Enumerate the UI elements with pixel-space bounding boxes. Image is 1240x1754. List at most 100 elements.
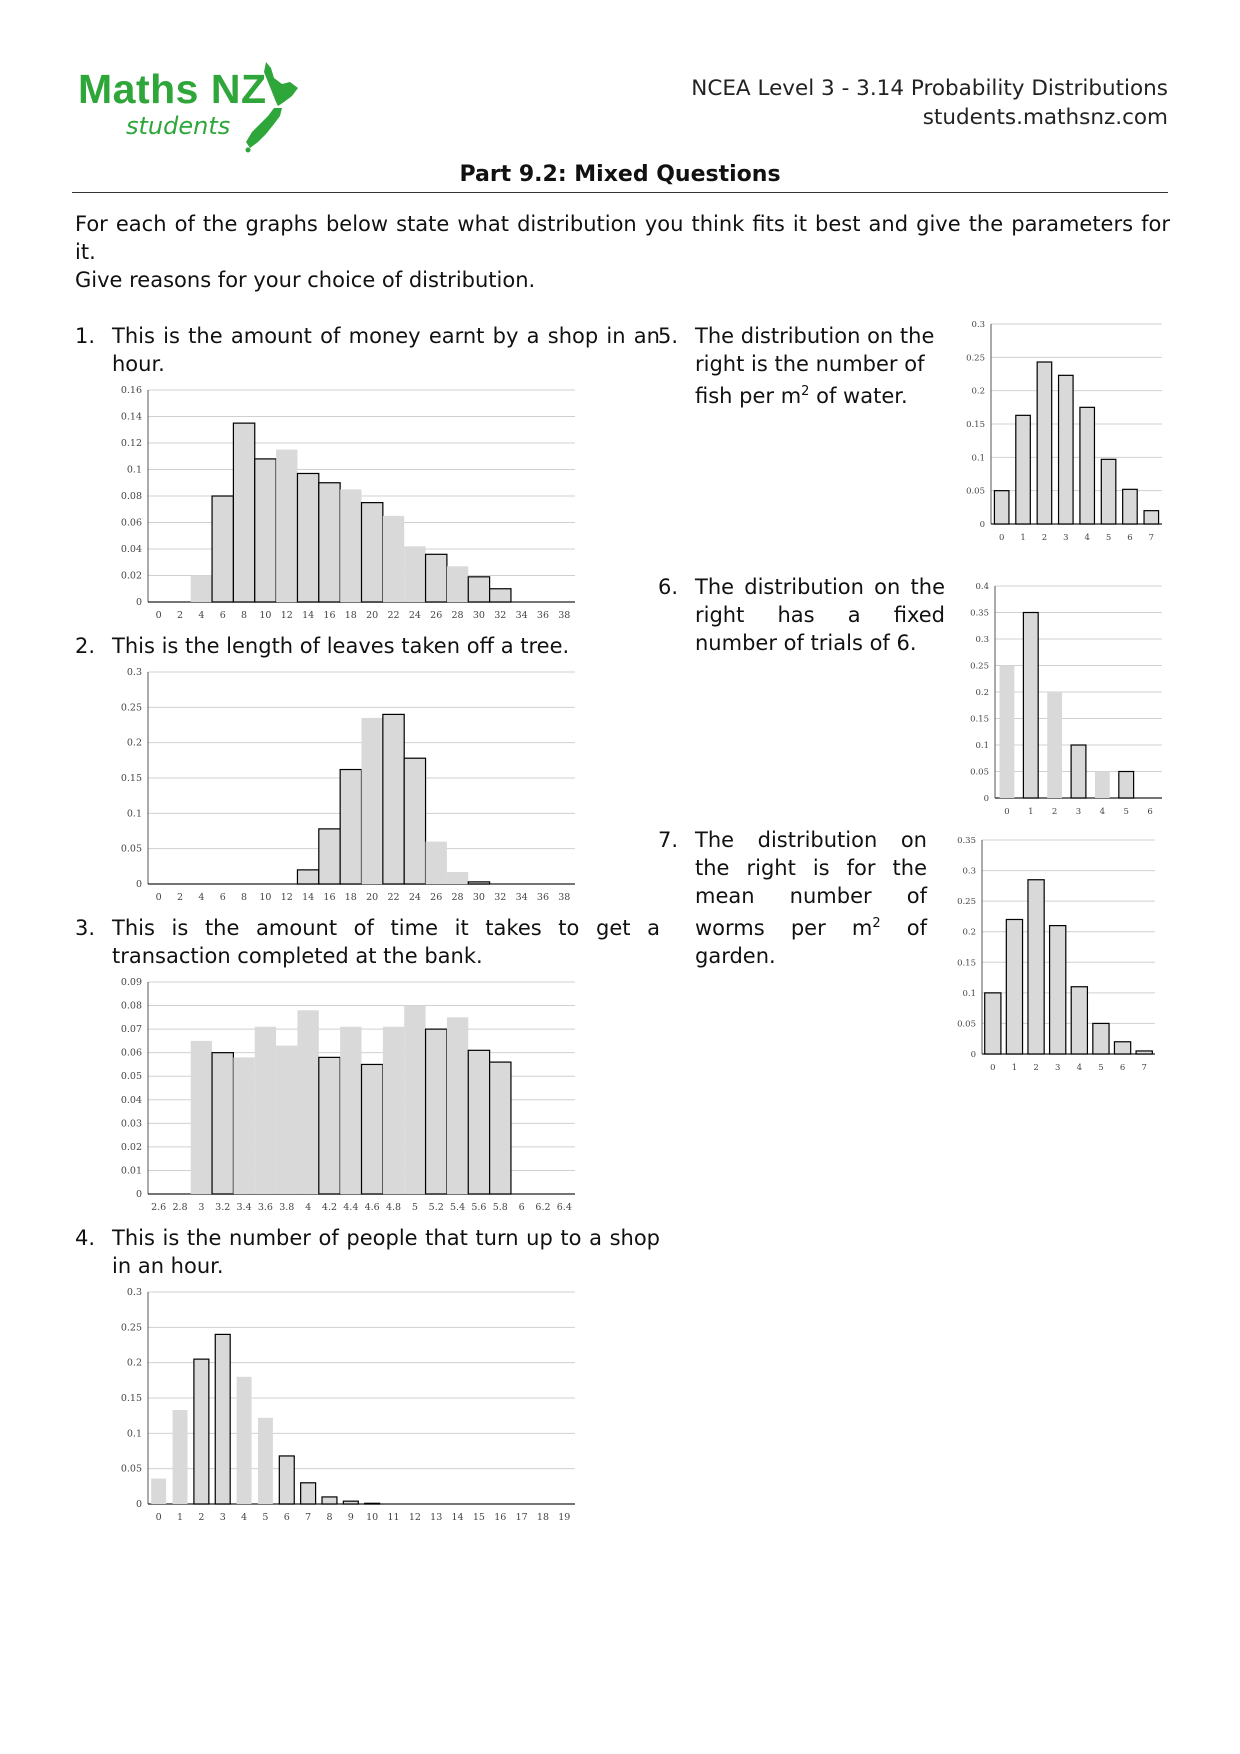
- y-tick-label: 0: [136, 1499, 142, 1510]
- bar: [297, 1010, 319, 1194]
- instructions-line-1: For each of the graphs below state what …: [75, 212, 1170, 264]
- y-tick-label: 0.2: [127, 738, 142, 749]
- question-text: The distribution on the right has a fixe…: [695, 575, 945, 655]
- question-2: 2. This is the length of leaves taken of…: [75, 632, 665, 664]
- x-tick-label: 0: [990, 1063, 995, 1072]
- question-text-part: of garden.: [695, 916, 927, 968]
- y-tick-label: 0.25: [957, 897, 976, 907]
- bar: [193, 1358, 210, 1505]
- x-tick-label: 4: [198, 892, 204, 903]
- x-tick-label: 4.4: [343, 1202, 358, 1213]
- x-tick-label: 12: [409, 1512, 421, 1523]
- x-tick-label: 3: [1063, 533, 1068, 543]
- bar: [254, 1026, 277, 1194]
- x-tick-label: 14: [302, 610, 314, 621]
- page-title: Part 9.2: Mixed Questions: [459, 162, 781, 187]
- x-tick-label: 2: [1042, 533, 1047, 543]
- x-tick-label: 20: [366, 610, 378, 621]
- bar: [321, 1496, 338, 1505]
- bar: [342, 1500, 359, 1505]
- bar: [211, 1052, 235, 1195]
- x-tick-label: 5.2: [429, 1202, 444, 1213]
- x-tick-label: 16: [323, 610, 335, 621]
- y-tick-label: 0.07: [121, 1024, 142, 1035]
- x-tick-label: 10: [259, 892, 271, 903]
- bar: [1113, 1041, 1132, 1055]
- y-tick-label: 0.02: [121, 1142, 142, 1153]
- x-tick-label: 4: [1077, 1063, 1082, 1072]
- question-text-part: The distribution on the right is the num…: [695, 324, 935, 408]
- y-tick-label: 0.1: [127, 1428, 142, 1439]
- y-tick-label: 0.08: [121, 491, 142, 502]
- bar: [172, 1410, 188, 1504]
- y-tick-label: 0.1: [975, 741, 989, 751]
- y-tick-label: 0.06: [121, 1048, 142, 1059]
- bar: [489, 588, 512, 603]
- y-tick-label: 0.1: [971, 453, 985, 463]
- bar: [446, 566, 469, 602]
- x-tick-label: 12: [281, 892, 293, 903]
- bar: [236, 1376, 252, 1504]
- x-tick-label: 4: [241, 1512, 247, 1523]
- question-text-part: of water.: [809, 384, 908, 408]
- bar: [1143, 510, 1160, 525]
- bar: [467, 881, 491, 885]
- x-tick-label: 19: [558, 1512, 570, 1523]
- question-4: 4. This is the number of people that tur…: [75, 1224, 665, 1284]
- bar: [1015, 414, 1031, 525]
- y-tick-label: 0.14: [121, 412, 142, 423]
- bar: [489, 1061, 512, 1195]
- logo-subtitle: students: [126, 112, 231, 140]
- bar: [151, 1478, 167, 1504]
- course-title: NCEA Level 3 - 3.14 Probability Distribu…: [691, 76, 1168, 101]
- bar: [1027, 879, 1045, 1055]
- bar: [190, 1040, 213, 1194]
- bar: [339, 768, 363, 885]
- x-tick-label: 36: [537, 610, 549, 621]
- y-tick-label: 0: [136, 597, 142, 608]
- bar: [211, 495, 235, 603]
- y-tick-label: 0.3: [127, 1287, 142, 1298]
- x-tick-label: 6: [220, 610, 226, 621]
- x-tick-label: 5: [1124, 807, 1129, 817]
- bar: [1094, 771, 1110, 798]
- bar: [425, 841, 447, 884]
- bar: [318, 482, 341, 603]
- x-tick-label: 3: [198, 1202, 204, 1213]
- x-tick-label: 0: [156, 610, 162, 621]
- bar: [1118, 770, 1135, 799]
- y-tick-label: 0.2: [975, 688, 989, 698]
- x-tick-label: 5.6: [471, 1202, 486, 1213]
- x-tick-label: 14: [452, 1512, 464, 1523]
- bar: [404, 1005, 426, 1194]
- bar: [382, 713, 405, 885]
- x-tick-label: 2.8: [172, 1202, 187, 1213]
- logo-title: Maths NZ: [78, 66, 267, 112]
- question-text: The distribution on the right is for the…: [695, 826, 927, 970]
- x-tick-label: 2: [177, 892, 183, 903]
- chart-money-earnt: 00.020.040.060.080.10.120.140.160 2 4 6 8 10 1…: [121, 385, 575, 621]
- x-tick-label: 4.6: [365, 1202, 380, 1213]
- question-5: 5. The distribution on the right is the …: [658, 322, 948, 412]
- x-tick-label: 2.6: [151, 1202, 166, 1213]
- bar: [1036, 361, 1053, 525]
- y-tick-label: 0.05: [121, 1464, 142, 1475]
- bar: [300, 1482, 317, 1505]
- x-tick-label: 38: [558, 610, 570, 621]
- x-tick-label: 0: [156, 892, 162, 903]
- chart-fish-per-m2: 0 0.05 0.1 0.15 0.2 0.25 0.3 0 1 2 3 4 5 6 7: [966, 320, 1162, 543]
- question-number: 5.: [658, 324, 679, 348]
- y-tick-label: 0.02: [121, 571, 142, 582]
- x-tick-label: 6.4: [557, 1202, 572, 1213]
- bar: [1047, 692, 1063, 798]
- y-tick-label: 0.1: [962, 989, 976, 999]
- question-number: 4.: [75, 1226, 96, 1250]
- superscript: 2: [801, 384, 810, 399]
- x-tick-label: 6.2: [535, 1202, 550, 1213]
- x-tick-label: 2: [1052, 807, 1057, 817]
- bar: [382, 1026, 405, 1194]
- bar: [446, 871, 469, 884]
- x-tick-label: 4: [1100, 807, 1105, 817]
- question-text: This is the length of leaves taken off a…: [112, 634, 570, 658]
- x-tick-label: 6: [284, 1512, 290, 1523]
